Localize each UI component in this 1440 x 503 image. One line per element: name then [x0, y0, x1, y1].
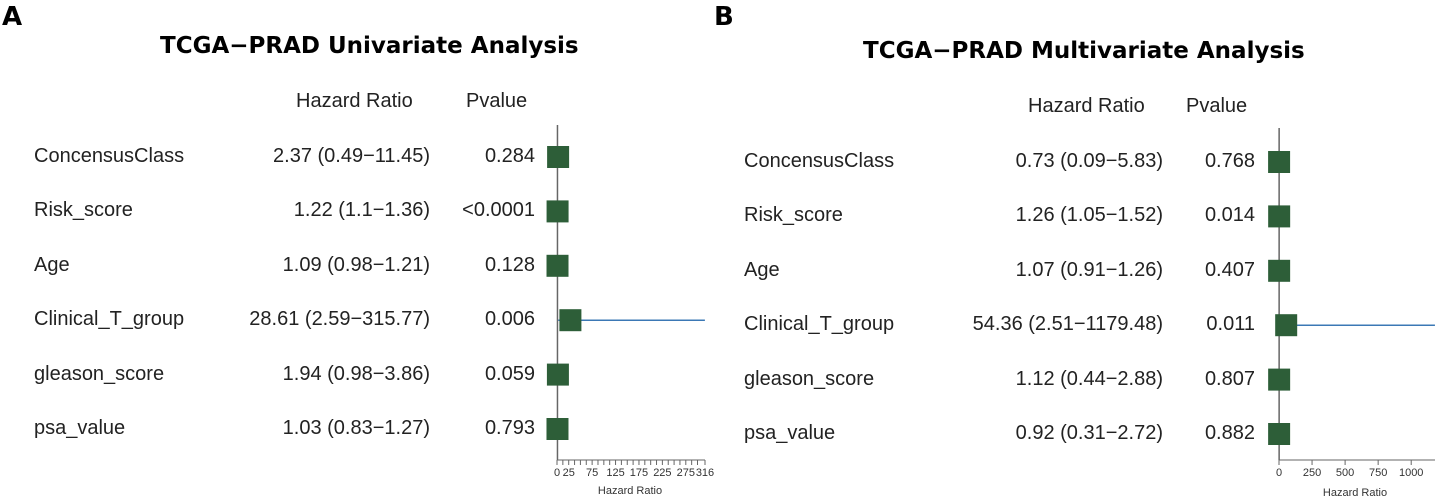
hr-box	[546, 254, 569, 277]
row-hazard-ratio: 2.37 (0.49−11.45)	[273, 145, 430, 167]
x-tick-label: 225	[653, 467, 671, 479]
x-tick-label: 500	[1336, 467, 1354, 479]
row-hazard-ratio: 1.94 (0.98−3.86)	[282, 362, 430, 385]
forest-plot: 0 25 75 125 175 225 275 316 Hazard Ratio	[546, 125, 714, 497]
x-tick-label: 275	[677, 467, 695, 479]
row-pvalue: 0.284	[484, 145, 535, 167]
row-pvalue: 0.014	[1204, 204, 1255, 227]
hr-box	[546, 200, 569, 223]
row-hazard-ratio: 28.61 (2.59−315.77)	[249, 308, 430, 331]
panel-a: A TCGA−PRAD Univariate Analysis Hazard R…	[2, 2, 714, 497]
x-tick-label: 316	[696, 467, 714, 479]
row-hazard-ratio: 0.92 (0.31−2.72)	[1015, 422, 1163, 444]
hr-box	[547, 146, 570, 168]
hr-box	[1268, 423, 1291, 445]
row-variable: psa_value	[744, 422, 836, 444]
row-hazard-ratio: 54.36 (2.51−1179.48)	[972, 313, 1163, 336]
row-pvalue: 0.006	[484, 308, 535, 331]
panel-label: A	[2, 2, 23, 32]
row-hazard-ratio: 1.22 (1.1−1.36)	[293, 199, 430, 222]
chart-title: TCGA−PRAD Univariate Analysis	[160, 33, 579, 59]
row-hazard-ratio: 1.26 (1.05−1.52)	[1015, 204, 1163, 227]
row-variable: Risk_score	[744, 204, 843, 227]
column-header-hazard-ratio: Hazard Ratio	[1028, 95, 1145, 117]
row-variable: Clinical_T_group	[34, 308, 185, 331]
row-pvalue: 0.768	[1204, 150, 1255, 172]
column-header-hazard-ratio: Hazard Ratio	[296, 90, 413, 112]
hr-box	[1275, 314, 1298, 337]
row-hazard-ratio: 1.07 (0.91−1.26)	[1015, 258, 1163, 281]
row-variable: Clinical_T_group	[744, 313, 895, 336]
hr-box	[546, 363, 569, 386]
row-variable: ConcensusClass	[744, 150, 895, 172]
x-axis-label: Hazard Ratio	[1323, 487, 1387, 499]
row-pvalue: 0.793	[484, 417, 535, 439]
x-tick-label: 175	[630, 467, 648, 479]
x-tick-label: 250	[1303, 467, 1321, 479]
row-variable: psa_value	[34, 417, 126, 439]
row-pvalue: 0.128	[484, 253, 535, 276]
row-pvalue: 0.059	[484, 362, 535, 385]
x-axis-label: Hazard Ratio	[598, 485, 662, 497]
row-variable: Age	[744, 258, 780, 281]
row-variable: gleason_score	[34, 362, 165, 385]
hr-box	[1268, 259, 1291, 282]
x-tick-label: 75	[586, 467, 598, 479]
row-hazard-ratio: 0.73 (0.09−5.83)	[1015, 150, 1163, 172]
row-pvalue: 0.882	[1204, 422, 1255, 444]
forest-plot: 0 250 500 750 1000 Hazard Ratio	[1268, 128, 1435, 499]
x-tick-label: 750	[1369, 467, 1387, 479]
row-hazard-ratio: 1.09 (0.98−1.21)	[282, 253, 430, 276]
row-variable: gleason_score	[744, 367, 875, 390]
hr-box	[1268, 368, 1291, 391]
x-tick-label: 25	[563, 467, 575, 479]
row-pvalue: <0.0001	[462, 199, 535, 222]
hr-box	[1268, 151, 1291, 173]
chart-title: TCGA−PRAD Multivariate Analysis	[863, 38, 1305, 64]
row-hazard-ratio: 1.12 (0.44−2.88)	[1015, 367, 1163, 390]
x-tick-label: 0	[1276, 467, 1282, 479]
row-pvalue: 0.807	[1204, 367, 1255, 390]
row-pvalue: 0.407	[1204, 258, 1255, 281]
x-tick-label: 125	[606, 467, 624, 479]
column-header-pvalue: Pvalue	[466, 90, 528, 112]
row-variable: ConcensusClass	[34, 145, 185, 167]
hr-box	[546, 418, 569, 440]
column-header-pvalue: Pvalue	[1186, 95, 1248, 117]
x-tick-label: 0	[554, 467, 560, 479]
panel-b: B TCGA−PRAD Multivariate Analysis Hazard…	[714, 0, 1440, 503]
hr-box	[1268, 205, 1291, 228]
x-tick-label: 1000	[1399, 467, 1423, 479]
row-pvalue: 0.011	[1206, 313, 1255, 336]
panel-label: B	[714, 2, 734, 32]
row-hazard-ratio: 1.03 (0.83−1.27)	[282, 417, 430, 439]
hr-box	[559, 309, 582, 332]
row-variable: Risk_score	[34, 199, 133, 222]
row-variable: Age	[34, 253, 70, 276]
